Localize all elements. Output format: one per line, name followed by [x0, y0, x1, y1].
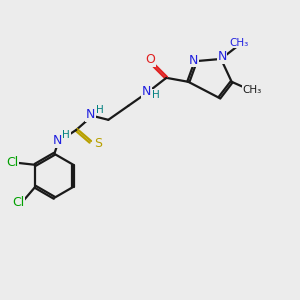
- Text: H: H: [152, 90, 160, 100]
- Text: S: S: [94, 137, 102, 150]
- Text: Cl: Cl: [6, 156, 18, 169]
- Text: N: N: [217, 50, 227, 63]
- Text: N: N: [142, 85, 151, 98]
- Text: N: N: [189, 54, 199, 67]
- Text: N: N: [52, 134, 62, 147]
- Text: H: H: [62, 130, 70, 140]
- Text: N: N: [85, 108, 95, 121]
- Text: O: O: [146, 53, 155, 66]
- Text: Cl: Cl: [12, 196, 24, 209]
- Text: CH₃: CH₃: [242, 85, 261, 95]
- Text: CH₃: CH₃: [230, 38, 249, 48]
- Text: H: H: [97, 105, 104, 115]
